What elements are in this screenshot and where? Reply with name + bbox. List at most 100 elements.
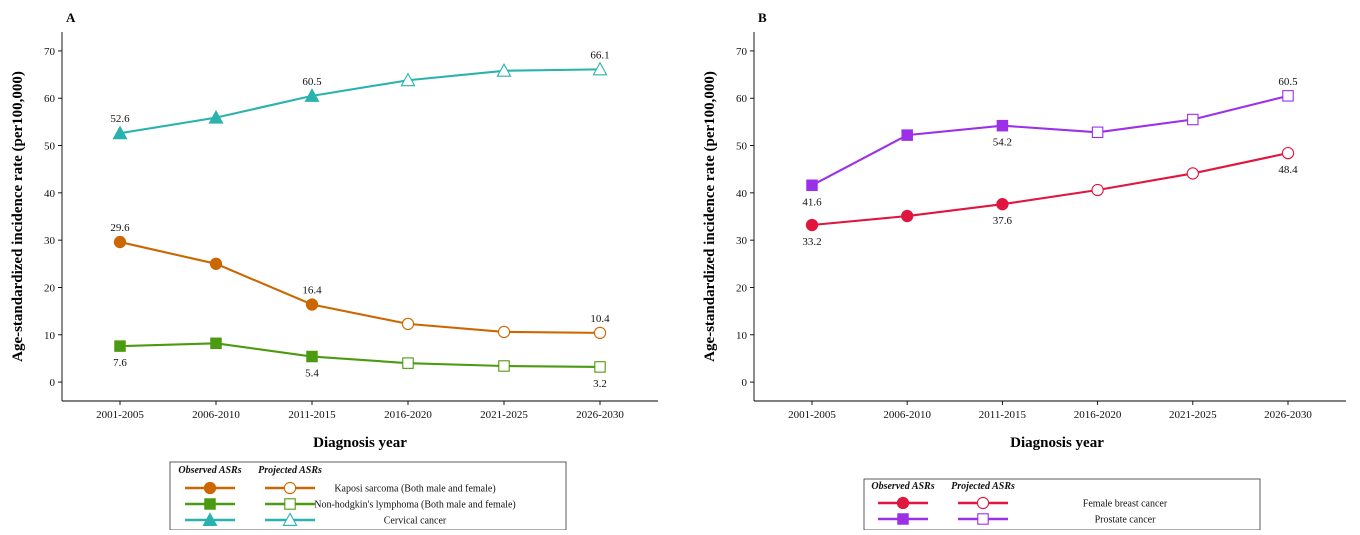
projected-point [497,325,511,339]
data-label: 60.5 [302,76,322,88]
y-axis-title: Age-standardized incidence rate (per100,… [10,71,26,362]
observed-point [209,257,223,270]
data-label: 52.6 [110,113,130,125]
projected-point [496,63,512,77]
projected-point [1282,90,1294,102]
projected-point [1281,146,1295,160]
panel-b: B 0 10 20 30 40 50 60 70 2001-2005 2006-2010 2011-2… [702,10,1346,531]
y-ticks: 0 10 20 30 40 50 60 70 [44,46,62,389]
data-label: 5.4 [305,368,319,380]
panel-a: A 0 10 20 30 40 50 60 70 2001-2005 2006-2010 2011-2… [10,10,658,531]
legend: Observed ASRs Projected ASRs Kaposi sarcom… [169,461,567,531]
legend-projected-marker [976,496,990,510]
legend-projected-marker [284,498,296,510]
data-label: 7.6 [113,357,127,369]
observed-point [996,119,1009,132]
series-line [811,152,1289,227]
y-tick-label: 40 [736,188,748,200]
legend-header-observed: Observed ASRs [871,481,934,492]
y-tick-label: 60 [44,93,56,105]
observed-point [113,235,127,249]
legend-entry: Prostate cancer [878,513,1156,526]
y-tick-label: 10 [736,330,748,342]
observed-point [901,129,913,141]
y-tick-label: 60 [736,93,748,105]
legend-entry: Kaposi sarcoma (Both male and female) [185,481,496,495]
x-tick-label: 2026-2030 [1264,409,1312,421]
observed-point [210,337,222,350]
x-tick-label: 2026-2030 [576,409,624,421]
x-axis-title: Diagnosis year [1010,435,1104,451]
x-tick-label: 2001-2005 [96,409,144,421]
series-1: 33.2 37.6 48.4 [802,146,1298,248]
y-tick-label: 70 [736,46,748,58]
legend-label: Cervical cancer [384,516,447,527]
series-line [119,342,601,368]
legend-projected-marker [282,512,298,526]
projected-point [592,61,608,76]
projected-point [1091,183,1104,197]
series-line [119,241,601,334]
y-ticks: 0 10 20 30 40 50 60 70 [736,46,754,389]
observed-point [114,340,126,352]
observed-point [208,109,224,124]
legend-observed-marker [203,481,217,495]
y-tick-label: 40 [44,188,56,200]
legend-label: Non-hodgkin's lymphoma (Both male and fe… [314,500,515,511]
data-label: 37.6 [993,215,1013,227]
legend-entry: Female breast cancer [878,496,1168,510]
y-tick-label: 20 [44,282,56,294]
data-label: 60.5 [1278,76,1298,88]
y-tick-label: 30 [44,235,56,247]
legend-entry: Cervical cancer [185,512,447,527]
series-3: 52.6 60.5 66.1 [110,49,610,140]
y-tick-label: 20 [736,282,748,294]
data-label: 3.2 [593,378,607,390]
legend-observed-marker [897,513,909,525]
projected-point [402,357,414,369]
data-label: 33.2 [802,236,821,248]
data-label: 10.4 [590,313,610,325]
observed-point [901,209,914,223]
y-axis-title: Age-standardized incidence rate (per100,… [702,71,718,362]
legend: Observed ASRs Projected ASRs Female breast… [863,478,1261,531]
x-tick-label: 2021-2025 [1169,409,1217,421]
legend-header-projected: Projected ASRs [951,481,1015,492]
projected-point [1186,167,1199,180]
data-label: 54.2 [993,137,1012,149]
series-line [119,68,601,135]
projected-point [401,317,415,331]
x-ticks: 2001-2005 2006-2010 2011-2015 2016-2020 2021… [788,401,1312,421]
panel-label: B [758,10,767,25]
legend-projected-marker [977,513,989,525]
projected-point [498,360,510,372]
y-tick-label: 30 [736,235,748,247]
data-label: 41.6 [802,196,822,208]
projected-point [594,361,606,373]
legend-observed-marker [202,512,218,526]
legend-observed-marker [896,496,910,510]
data-label: 16.4 [302,284,322,296]
projected-point [1187,113,1199,126]
data-label: 66.1 [590,49,609,61]
data-label: 29.6 [110,222,130,234]
y-tick-label: 10 [44,330,56,342]
x-tick-label: 2016-2020 [1074,409,1122,421]
legend-box [863,478,1261,531]
x-tick-label: 2011-2015 [288,409,336,421]
legend-projected-marker [283,481,297,495]
y-tick-label: 50 [44,141,56,153]
legend-label: Kaposi sarcoma (Both male and female) [334,484,495,495]
legend-label: Prostate cancer [1095,515,1156,526]
series-1: 29.6 16.4 10.4 [110,222,610,340]
x-tick-label: 2006-2010 [192,409,240,421]
legend-observed-marker [204,498,216,510]
y-tick-label: 0 [742,377,748,389]
x-tick-label: 2021-2025 [480,409,528,421]
observed-point [305,298,319,311]
x-tick-label: 2001-2005 [788,409,836,421]
observed-point [805,218,819,232]
data-label: 48.4 [1278,164,1298,176]
observed-point [996,198,1009,211]
